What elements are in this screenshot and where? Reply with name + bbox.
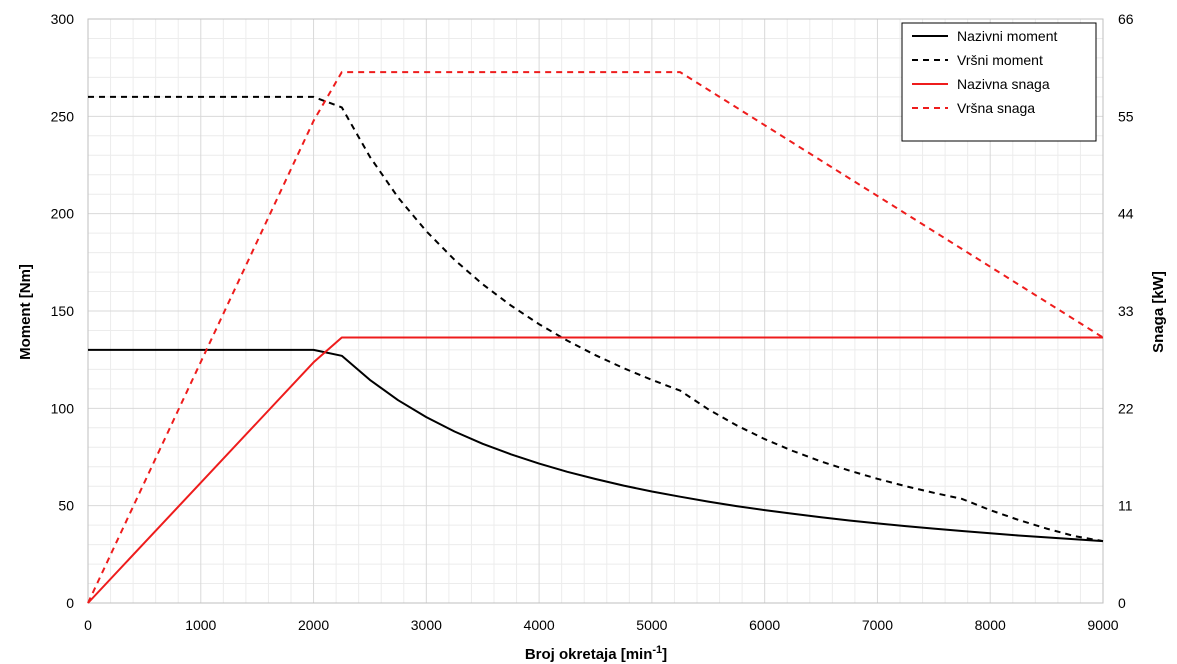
legend-label: Vršni moment bbox=[957, 52, 1043, 68]
y-right-tick-label: 11 bbox=[1118, 498, 1133, 514]
x-tick-label: 7000 bbox=[862, 617, 893, 633]
series-nazivni-moment bbox=[88, 348, 1104, 543]
legend: Nazivni moment Vršni moment Nazivna snaga V… bbox=[901, 22, 1097, 142]
x-axis-title: Broj okretaja [min-1] bbox=[525, 644, 667, 663]
legend-label: Nazivna snaga bbox=[957, 76, 1050, 92]
series-nazivna-snaga bbox=[87, 336, 1103, 604]
legend-box bbox=[901, 22, 1097, 142]
x-tick-label: 1000 bbox=[185, 617, 216, 633]
series-vrni-moment bbox=[88, 95, 1104, 543]
plot-frame bbox=[87, 18, 1104, 604]
y-left-tick-label: 100 bbox=[51, 400, 75, 416]
y-left-axis-title: Moment [Nm] bbox=[17, 264, 34, 360]
x-axis-title-superscript: -1 bbox=[652, 644, 662, 656]
y-right-tick-labels: 0 11 22 33 44 55 66 bbox=[1118, 11, 1134, 611]
series-vrna-snaga bbox=[87, 71, 1104, 604]
y-right-tick-label: 44 bbox=[1118, 206, 1134, 222]
x-tick-label: 0 bbox=[84, 617, 92, 633]
y-left-tick-label: 150 bbox=[51, 303, 75, 319]
x-tick-label: 6000 bbox=[749, 617, 780, 633]
x-tick-label: 8000 bbox=[975, 617, 1006, 633]
y-right-tick-label: 33 bbox=[1118, 303, 1134, 319]
x-tick-label: 2000 bbox=[298, 617, 329, 633]
x-tick-label: 3000 bbox=[411, 617, 442, 633]
y-left-tick-label: 300 bbox=[51, 11, 75, 27]
x-tick-label: 4000 bbox=[524, 617, 555, 633]
y-left-tick-label: 250 bbox=[51, 108, 75, 124]
y-left-tick-label: 50 bbox=[58, 498, 74, 514]
y-right-tick-label: 66 bbox=[1118, 11, 1134, 27]
y-left-tick-labels: 0 50 100 150 200 250 300 bbox=[51, 11, 75, 611]
legend-label: Vršna snaga bbox=[957, 100, 1035, 116]
x-tick-labels: 0 1000 2000 3000 4000 5000 6000 7000 8000 9000 bbox=[84, 617, 1119, 633]
y-right-axis-title: Snaga [kW] bbox=[1150, 271, 1167, 353]
legend-label: Nazivni moment bbox=[957, 28, 1057, 44]
y-left-tick-label: 0 bbox=[66, 595, 74, 611]
y-right-tick-label: 0 bbox=[1118, 595, 1126, 611]
x-tick-label: 9000 bbox=[1087, 617, 1118, 633]
x-axis-title-end: ] bbox=[662, 646, 667, 663]
series-layer bbox=[87, 71, 1104, 604]
x-tick-label: 5000 bbox=[636, 617, 667, 633]
y-right-tick-label: 22 bbox=[1118, 400, 1134, 416]
y-left-tick-label: 200 bbox=[51, 206, 75, 222]
y-right-tick-label: 55 bbox=[1118, 108, 1134, 124]
